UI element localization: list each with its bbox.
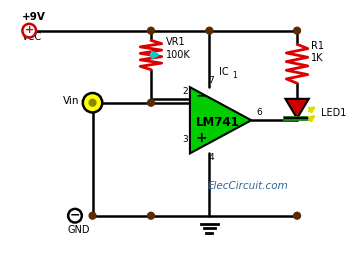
Text: 4: 4 (209, 153, 214, 162)
Text: ElecCircuit.com: ElecCircuit.com (208, 181, 289, 192)
Text: +: + (196, 131, 208, 145)
Circle shape (68, 209, 82, 223)
Circle shape (83, 93, 102, 113)
Circle shape (294, 27, 301, 34)
Text: 100K: 100K (166, 50, 190, 60)
Circle shape (206, 27, 213, 34)
Text: 3: 3 (182, 135, 188, 144)
Text: VR1: VR1 (166, 37, 185, 48)
Text: −: − (70, 209, 80, 222)
Text: −: − (196, 88, 208, 102)
Circle shape (22, 24, 36, 37)
Text: +9V: +9V (21, 12, 45, 22)
Text: 6: 6 (256, 108, 262, 117)
Circle shape (294, 212, 301, 219)
Circle shape (148, 212, 154, 219)
Circle shape (148, 27, 154, 34)
Text: Vin: Vin (63, 96, 80, 106)
Polygon shape (285, 99, 309, 118)
Text: 1K: 1K (311, 53, 323, 63)
Text: LED1: LED1 (321, 108, 347, 119)
Text: LM741: LM741 (196, 116, 239, 129)
Text: VCC: VCC (21, 32, 42, 42)
Text: IC: IC (219, 67, 229, 77)
Circle shape (148, 99, 154, 106)
Text: +: + (25, 25, 34, 35)
Polygon shape (190, 87, 251, 153)
Text: 7: 7 (209, 76, 214, 85)
Text: R1: R1 (311, 41, 324, 51)
Text: 2: 2 (182, 87, 188, 95)
Circle shape (89, 99, 96, 106)
Text: 1: 1 (232, 71, 237, 80)
Text: GND: GND (67, 225, 90, 236)
Circle shape (89, 212, 96, 219)
